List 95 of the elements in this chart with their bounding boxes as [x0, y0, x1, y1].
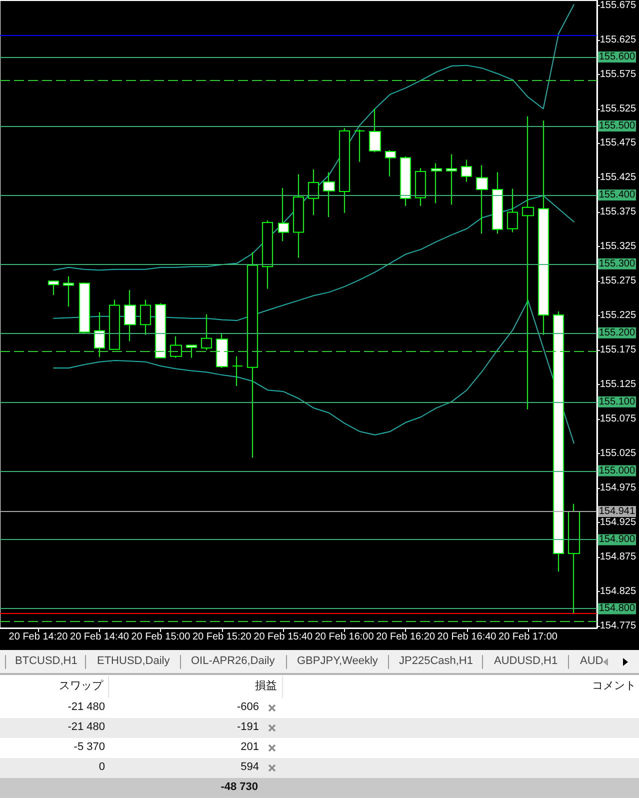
candlestick [293, 174, 304, 258]
text: JP225Cash,H1 [399, 655, 473, 668]
x-tick-label: 20 Feb 15:00 [131, 632, 191, 642]
ref-line-label: 155.200 [598, 327, 636, 338]
x-tick-label: 20 Feb 16:40 [437, 632, 497, 642]
ref-line-label: 155.500 [598, 120, 636, 132]
y-tick-label: 155.675 [600, 0, 636, 11]
y-tick-label: 155.425 [600, 172, 636, 184]
text: OIL-APR26,Daily [191, 655, 275, 668]
y-tick-label: 154.975 [600, 482, 636, 494]
x-tick-label: 20 Feb 15:40 [254, 632, 314, 642]
text: -21 480 [68, 721, 105, 734]
candlestick [354, 128, 365, 162]
candlestick [278, 188, 289, 242]
candlestick [170, 336, 182, 358]
y-tick-label: 154.775 [600, 620, 636, 632]
candlestick [94, 312, 105, 358]
candlestick [79, 282, 90, 334]
ref-line-label: 154.941 [598, 506, 636, 517]
y-tick-label: 154.825 [600, 586, 636, 597]
y-tick-label: 155.275 [600, 276, 636, 287]
ref-line-label: 155.300 [598, 258, 636, 270]
ref-line-label: 155.100 [598, 396, 636, 408]
text: BTCUSD,H1 [15, 655, 78, 668]
candlestick [492, 172, 503, 234]
candlestick [323, 172, 335, 218]
text: -21 480 [68, 701, 105, 714]
candlestick [446, 154, 457, 206]
candlestick [553, 310, 564, 572]
x-tick-label: 20 Feb 16:20 [376, 632, 436, 642]
candlestick [415, 168, 426, 206]
text: スワップ [59, 680, 103, 693]
text: コメント [592, 680, 636, 693]
candlestick [522, 116, 534, 410]
ref-line-label: 154.900 [598, 534, 636, 546]
text: AUDUSD,H1 [494, 655, 558, 668]
candlestick [262, 220, 273, 290]
candlestick [507, 188, 518, 233]
y-tick-label: 155.375 [600, 206, 636, 218]
candlestick [385, 150, 396, 177]
text: GBPJPY,Weekly [297, 655, 378, 668]
x-tick-label: 20 Feb 15:20 [192, 632, 252, 642]
candlestick [186, 344, 197, 358]
candlestick [109, 299, 120, 350]
x-tick-label: 20 Feb 14:40 [70, 632, 130, 642]
candlestick [308, 168, 319, 216]
candlestick [369, 108, 381, 153]
candlestick [400, 156, 411, 206]
candlestick [538, 120, 549, 336]
y-tick-label: 154.875 [600, 551, 636, 562]
candlestick [48, 280, 59, 296]
y-tick-label: 155.175 [600, 344, 636, 356]
y-tick-label: 154.925 [600, 516, 636, 528]
candlestick [201, 314, 212, 351]
candlestick [568, 503, 580, 614]
x-tick-label: 20 Feb 17:00 [498, 632, 558, 642]
ref-line-label: 155.600 [598, 52, 636, 63]
x-tick-label: 20 Feb 16:00 [314, 632, 374, 642]
candlestick [476, 164, 488, 234]
candlestick [461, 159, 472, 182]
text: -5 370 [74, 741, 105, 754]
text: -606 [236, 701, 259, 714]
candlestick [431, 162, 442, 204]
x-tick-label: 20 Feb 14:20 [8, 632, 68, 642]
text: 0 [98, 761, 105, 774]
candlestick [232, 356, 243, 386]
candlestick [63, 276, 74, 308]
text: 201 [240, 741, 259, 754]
y-tick-label: 155.575 [600, 68, 636, 80]
text: ETHUSD,Daily [97, 655, 170, 668]
text: AUD [580, 655, 604, 668]
candlestick [124, 290, 136, 342]
y-tick-label: 155.325 [600, 241, 636, 252]
ref-line-label: 154.800 [598, 603, 636, 614]
line-series [53, 300, 574, 444]
y-tick-label: 155.225 [600, 310, 636, 322]
candlestick [155, 302, 166, 358]
candlestick [140, 299, 151, 336]
y-tick-label: 155.125 [600, 379, 636, 390]
candlestick [216, 332, 228, 369]
y-tick-label: 155.525 [600, 103, 636, 114]
y-tick-label: 155.075 [600, 414, 636, 425]
line-series [53, 195, 574, 321]
candlestick [247, 252, 258, 458]
ref-line-label: 155.000 [598, 465, 636, 476]
text: 594 [240, 761, 259, 774]
line-series [53, 4, 574, 271]
y-tick-label: 155.475 [600, 138, 636, 149]
text: 損益 [255, 680, 277, 693]
text: -191 [236, 721, 259, 734]
candlestick [339, 128, 350, 214]
y-tick-label: 155.625 [600, 34, 636, 46]
y-tick-label: 155.025 [600, 448, 636, 460]
ref-line-label: 155.400 [598, 189, 636, 200]
text: -48 730 [220, 781, 258, 794]
